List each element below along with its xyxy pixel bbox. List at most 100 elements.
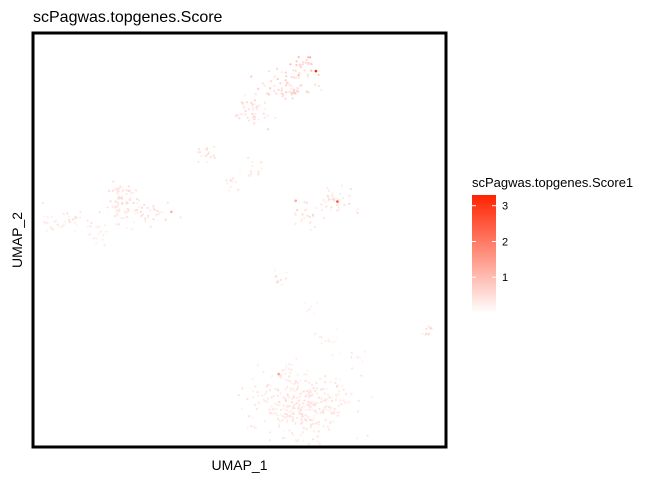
data-point [306, 390, 309, 393]
data-point [112, 180, 115, 183]
data-point [318, 442, 321, 445]
data-point [319, 388, 322, 391]
data-point [275, 281, 278, 284]
data-point [290, 401, 293, 404]
data-point [307, 62, 310, 66]
data-point [276, 403, 279, 406]
data-point [253, 425, 256, 428]
data-point [286, 414, 289, 418]
data-point [257, 118, 260, 121]
data-point [226, 182, 229, 185]
data-point [306, 201, 309, 204]
data-point [327, 338, 330, 341]
data-point [340, 403, 343, 406]
data-point [361, 360, 364, 363]
data-point [297, 401, 301, 404]
data-point [251, 112, 254, 115]
data-point [309, 426, 312, 429]
data-point [324, 340, 327, 343]
data-point [123, 212, 126, 215]
data-point [294, 92, 297, 95]
data-point [132, 221, 135, 224]
data-point [288, 363, 291, 366]
data-point [281, 95, 284, 98]
data-point [252, 395, 255, 399]
data-point [95, 237, 99, 240]
data-point [339, 399, 342, 402]
data-point [290, 75, 293, 79]
data-point [295, 357, 298, 360]
data-point [284, 79, 287, 82]
data-point [197, 160, 200, 163]
data-point [297, 407, 300, 411]
data-point [254, 385, 257, 388]
data-point [270, 396, 273, 399]
data-point [288, 83, 291, 86]
data-point [275, 92, 278, 95]
data-point [297, 411, 300, 414]
data-point [285, 84, 288, 87]
data-point [251, 377, 254, 381]
data-point [290, 416, 294, 419]
data-point [250, 101, 253, 104]
data-point [311, 383, 314, 387]
data-point [132, 191, 135, 194]
data-point [241, 113, 244, 116]
data-point [304, 418, 307, 421]
data-point [295, 60, 298, 63]
data-point [325, 205, 328, 208]
data-point [291, 363, 294, 367]
data-point [290, 87, 293, 90]
data-point [427, 333, 430, 336]
data-point [253, 103, 256, 106]
data-point [265, 385, 268, 388]
data-point [306, 400, 309, 403]
data-point [262, 398, 265, 401]
data-point [213, 156, 216, 159]
data-point [134, 209, 137, 212]
data-point [239, 113, 242, 116]
data-point [306, 75, 310, 78]
data-point [296, 381, 299, 384]
data-point [282, 407, 285, 410]
data-point [315, 387, 318, 390]
data-point [253, 122, 256, 125]
data-point [329, 422, 332, 425]
data-point [329, 380, 332, 384]
data-point [370, 396, 373, 399]
data-point [67, 218, 71, 222]
data-point [269, 431, 272, 434]
data-point [277, 423, 280, 426]
data-point [289, 390, 292, 393]
data-point [116, 204, 119, 207]
data-point [86, 219, 89, 222]
data-point [268, 389, 272, 392]
data-point [292, 389, 295, 392]
data-point [342, 388, 345, 391]
data-point [318, 407, 321, 410]
data-point [308, 391, 311, 394]
data-point [282, 415, 285, 418]
data-point [304, 395, 307, 398]
data-point [337, 206, 340, 209]
data-point [262, 370, 265, 373]
data-point [317, 84, 320, 87]
data-point-high [314, 69, 318, 73]
data-point [209, 156, 212, 159]
data-point [305, 90, 308, 93]
data-point [288, 379, 291, 382]
data-point [146, 207, 149, 210]
data-point [271, 412, 274, 415]
data-point [153, 208, 156, 211]
data-point [306, 73, 309, 76]
data-point [337, 202, 340, 205]
data-point [285, 271, 288, 274]
data-point [266, 384, 270, 387]
data-point [284, 368, 287, 371]
data-point [337, 411, 340, 414]
data-point [284, 277, 287, 280]
data-point [156, 209, 159, 213]
data-point [304, 209, 307, 212]
data-point [266, 114, 269, 117]
